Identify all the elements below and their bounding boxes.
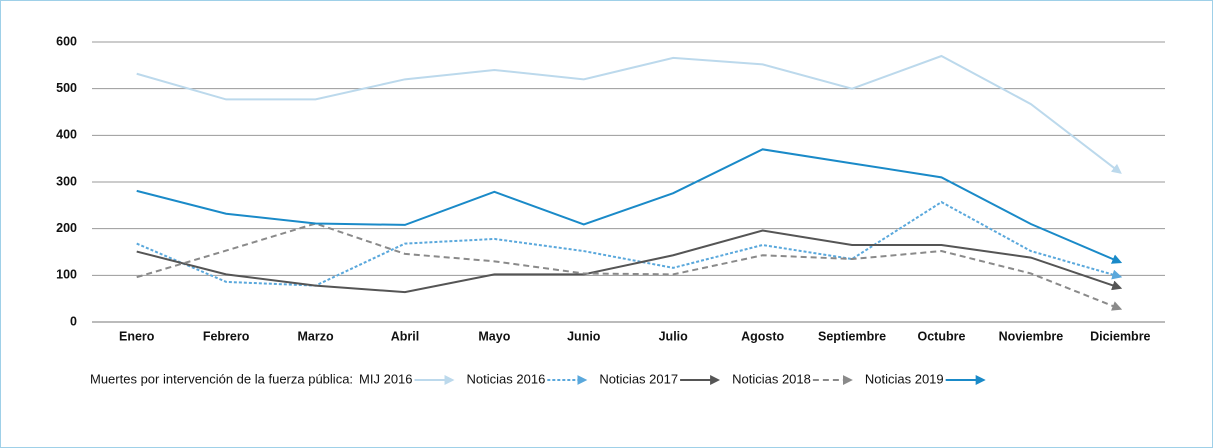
series-line (136, 148, 1123, 264)
x-tick-label: Agosto (741, 329, 784, 343)
legend-label: MIJ 2016 (359, 371, 412, 386)
y-tick-label: 600 (56, 34, 77, 48)
series-line (136, 222, 1123, 311)
legend-label: Noticias 2016 (467, 371, 546, 386)
series-line (136, 200, 1123, 287)
x-tick-label: Junio (567, 329, 601, 343)
legend-label: Noticias 2018 (732, 371, 811, 386)
y-tick-label: 100 (56, 268, 77, 282)
x-tick-label: Noviembre (999, 329, 1064, 343)
y-tick-label: 400 (56, 128, 77, 142)
x-tick-label: Enero (119, 329, 155, 343)
x-tick-label: Marzo (297, 329, 333, 343)
x-tick-label: Mayo (478, 329, 510, 343)
x-tick-label: Julio (659, 329, 689, 343)
y-tick-label: 300 (56, 174, 77, 188)
x-tick-label: Septiembre (818, 329, 886, 343)
series-line (136, 229, 1123, 294)
y-tick-label: 500 (56, 81, 77, 95)
legend-label: Noticias 2017 (599, 371, 678, 386)
legend-label: Noticias 2019 (865, 371, 944, 386)
x-tick-label: Febrero (203, 329, 250, 343)
y-tick-label: 0 (70, 314, 77, 328)
series-line (136, 54, 1122, 174)
x-tick-label: Octubre (917, 329, 965, 343)
x-tick-label: Diciembre (1090, 329, 1150, 343)
legend-title: Muertes por intervención de la fuerza pú… (90, 371, 353, 386)
y-tick-label: 200 (56, 221, 77, 235)
x-tick-label: Abril (391, 329, 419, 343)
